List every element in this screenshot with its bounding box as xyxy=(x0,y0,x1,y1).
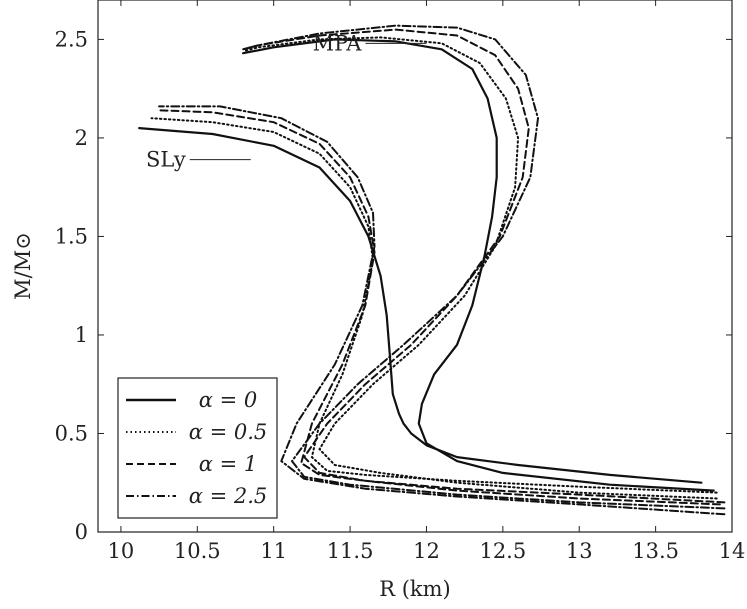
legend-label-dotted: α = 0.5 xyxy=(189,420,268,444)
y-axis-label: M/M⊙ xyxy=(11,232,35,300)
legend-box xyxy=(117,377,278,519)
x-tick-label: 11.5 xyxy=(327,539,374,563)
legend-label-dashed: α = 1 xyxy=(199,452,258,476)
x-tick-label: 11 xyxy=(260,539,287,563)
plot-frame xyxy=(97,0,733,533)
x-axis-label: R (km) xyxy=(379,577,451,601)
series-line-sly-dotted xyxy=(150,117,718,494)
y-tick-label: 1.5 xyxy=(55,224,88,248)
annotation-layer: MPA SLy xyxy=(146,31,427,172)
series-line-sly-dashdot xyxy=(158,105,726,516)
x-tick-label: 14 xyxy=(719,539,746,563)
annotation-label-mpa: MPA xyxy=(313,31,363,55)
y-tick-label: 1 xyxy=(75,323,88,347)
series-layer xyxy=(138,24,726,516)
x-tick-label: 13 xyxy=(566,539,593,563)
x-tick-label: 10.5 xyxy=(174,539,221,563)
annotation-label-sly: SLy xyxy=(146,148,186,172)
x-tick-label: 13.5 xyxy=(632,539,679,563)
x-tick-label: 12.5 xyxy=(479,539,526,563)
y-tick-label: 0 xyxy=(75,520,88,544)
x-tick-label: 12 xyxy=(413,539,440,563)
series-line-sly-dashed xyxy=(158,109,726,504)
legend: α = 0 α = 0.5 α = 1 α = 2.5 xyxy=(117,377,278,519)
series-line-mpa-dotted xyxy=(242,36,718,500)
y-tick-label: 2.5 xyxy=(55,27,88,51)
series-line-sly-solid xyxy=(138,127,703,484)
x-tick-label: 10 xyxy=(108,539,135,563)
legend-label-solid: α = 0 xyxy=(199,388,258,412)
y-tick-label: 0.5 xyxy=(55,421,88,445)
legend-label-dashdot: α = 2.5 xyxy=(189,484,268,508)
series-line-mpa-dashdot xyxy=(242,24,726,510)
y-tick-label: 2 xyxy=(75,126,88,150)
